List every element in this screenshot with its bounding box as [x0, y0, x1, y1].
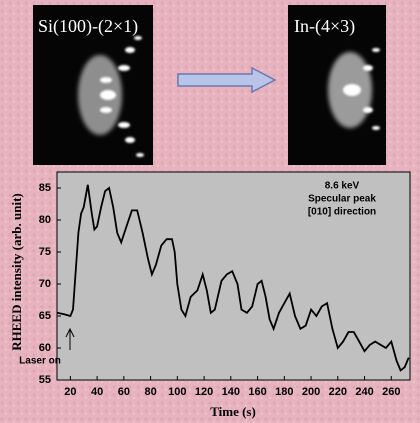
- y-tick-label: 80: [39, 214, 51, 226]
- y-axis-label: RHEED intensity (arb. unit): [9, 193, 24, 350]
- x-tick-label: 140: [222, 386, 240, 398]
- panel-label: In-(4×3): [294, 16, 355, 37]
- data-line: [56, 184, 410, 372]
- annotation: Specular peak: [308, 194, 376, 205]
- annotation: 8.6 keV: [325, 181, 360, 192]
- annotation: [010] direction: [308, 207, 376, 218]
- x-tick-label: 200: [302, 386, 320, 398]
- x-tick-label: 60: [118, 386, 130, 398]
- y-tick-label: 70: [39, 278, 51, 290]
- annotation: Laser on: [19, 356, 61, 367]
- rheed-image-left: [33, 5, 153, 165]
- x-tick-label: 240: [355, 386, 373, 398]
- x-tick-label: 180: [275, 386, 293, 398]
- x-tick-label: 260: [382, 386, 400, 398]
- x-tick-label: 220: [329, 386, 347, 398]
- rheed-image-right: [288, 5, 386, 165]
- x-tick-label: 20: [64, 386, 76, 398]
- arrow: [177, 66, 277, 94]
- y-tick-label: 60: [39, 342, 51, 354]
- y-tick-label: 85: [39, 182, 51, 194]
- panel-label: Si(100)-(2×1): [38, 16, 138, 37]
- x-tick-label: 120: [195, 386, 213, 398]
- x-tick-label: 160: [248, 386, 266, 398]
- y-tick-label: 55: [39, 374, 51, 386]
- y-tick-label: 75: [39, 246, 51, 258]
- annotation-arrow-head: [65, 327, 75, 338]
- x-axis-label: Time (s): [210, 404, 256, 419]
- x-tick-label: 100: [168, 386, 186, 398]
- x-tick-label: 80: [144, 386, 156, 398]
- x-tick-label: 40: [91, 386, 103, 398]
- y-tick-label: 65: [39, 310, 51, 322]
